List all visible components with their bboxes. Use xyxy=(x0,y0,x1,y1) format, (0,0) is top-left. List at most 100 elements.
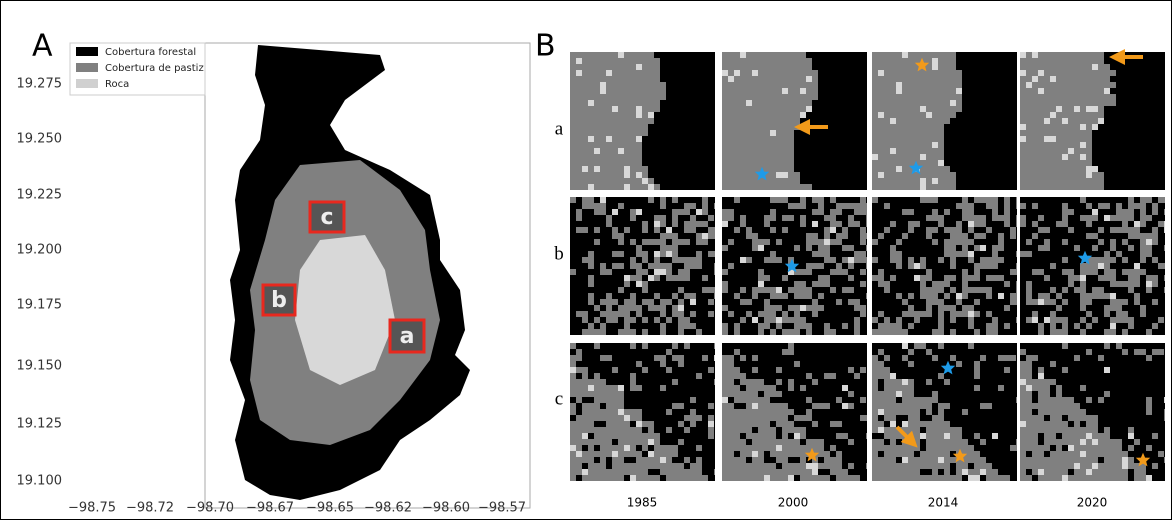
pixel xyxy=(992,385,998,391)
pixel xyxy=(1134,221,1140,227)
pixel xyxy=(998,451,1004,457)
pixel xyxy=(938,355,944,361)
pixel xyxy=(612,287,618,293)
pixel xyxy=(752,275,758,281)
pixel xyxy=(842,166,848,172)
pixel xyxy=(776,361,782,367)
pixel xyxy=(992,355,998,361)
pixel xyxy=(1026,323,1032,329)
pixel xyxy=(938,457,944,463)
pixel xyxy=(594,197,600,203)
pixel xyxy=(672,64,678,70)
pixel xyxy=(1140,373,1146,379)
pixel xyxy=(854,148,860,154)
pixel xyxy=(812,64,818,70)
pixel xyxy=(1164,403,1165,409)
row-labels: abc xyxy=(554,118,564,409)
pixel xyxy=(950,154,956,160)
pixel xyxy=(776,233,782,239)
pixel xyxy=(842,263,848,269)
pixel xyxy=(860,421,866,427)
pixel xyxy=(1050,281,1056,287)
pixel xyxy=(1110,251,1116,257)
pixel xyxy=(800,209,806,215)
pixel xyxy=(1050,112,1056,118)
pixel xyxy=(1074,379,1080,385)
pixel xyxy=(660,287,666,293)
pixel xyxy=(740,323,746,329)
pixel xyxy=(624,445,630,451)
pixel xyxy=(1056,239,1062,245)
pixel xyxy=(1010,317,1016,323)
pixel xyxy=(824,172,830,178)
pixel xyxy=(734,311,740,317)
pixel xyxy=(648,439,654,445)
pixel xyxy=(702,469,708,475)
pixel xyxy=(818,257,824,263)
pixel xyxy=(660,52,666,58)
pixel xyxy=(618,299,624,305)
pixel xyxy=(666,58,672,64)
pixel xyxy=(878,451,884,457)
pixel xyxy=(998,227,1004,233)
pixel xyxy=(1116,94,1122,100)
pixel xyxy=(824,421,830,427)
pixel xyxy=(1068,203,1074,209)
pixel xyxy=(1098,373,1104,379)
pixel xyxy=(642,311,648,317)
pixel xyxy=(950,221,956,227)
pixel xyxy=(860,184,866,190)
pixel xyxy=(588,221,594,227)
pixel xyxy=(794,343,800,349)
pixel xyxy=(818,427,824,433)
pixel xyxy=(1152,142,1158,148)
pixel xyxy=(938,239,944,245)
pixel xyxy=(1062,305,1068,311)
pixel xyxy=(926,391,932,397)
pixel xyxy=(648,311,654,317)
pixel xyxy=(714,136,715,142)
pixel xyxy=(612,257,618,263)
pixel xyxy=(782,203,788,209)
pixel xyxy=(702,305,708,311)
pixel xyxy=(992,433,998,439)
pixel xyxy=(648,293,654,299)
pixel xyxy=(1146,257,1152,263)
pixel xyxy=(1140,397,1146,403)
pixel xyxy=(576,251,582,257)
pixel xyxy=(1010,367,1016,373)
pixel xyxy=(848,227,854,233)
pixel xyxy=(866,106,867,112)
pixel xyxy=(1116,112,1122,118)
pixel xyxy=(666,52,672,58)
pixel xyxy=(800,118,806,124)
pixel xyxy=(860,355,866,361)
pixel xyxy=(1110,391,1116,397)
pixel xyxy=(1080,275,1086,281)
pixel xyxy=(648,323,654,329)
pixel xyxy=(752,197,758,203)
pixel xyxy=(1122,367,1128,373)
pixel xyxy=(818,166,824,172)
pixel xyxy=(594,445,600,451)
pixel xyxy=(1134,82,1140,88)
pixel xyxy=(860,293,866,299)
pixel xyxy=(1016,82,1017,88)
pixel xyxy=(1164,269,1165,275)
pixel xyxy=(884,251,890,257)
pixel xyxy=(770,343,776,349)
pixel xyxy=(938,209,944,215)
pixel xyxy=(1110,409,1116,415)
pixel xyxy=(690,166,696,172)
pixel xyxy=(968,82,974,88)
pixel xyxy=(1032,263,1038,269)
pixel xyxy=(740,403,746,409)
pixel xyxy=(962,257,968,263)
pixel xyxy=(884,239,890,245)
pixel xyxy=(1110,221,1116,227)
pixel xyxy=(1158,415,1164,421)
pixel xyxy=(588,349,594,355)
pixel xyxy=(734,343,740,349)
pixel xyxy=(860,275,866,281)
pixel xyxy=(824,263,830,269)
